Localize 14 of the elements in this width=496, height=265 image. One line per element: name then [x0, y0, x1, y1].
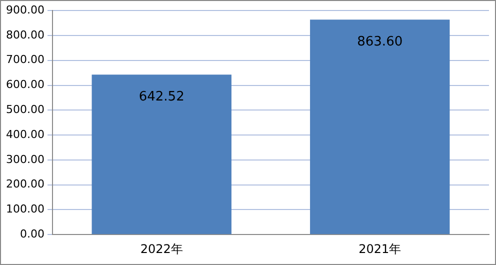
y-tick-label: 800.00: [6, 28, 44, 42]
y-tick-label: 500.00: [6, 103, 44, 116]
y-tick-label: 600.00: [6, 78, 44, 92]
y-tick-label: 300.00: [6, 152, 44, 166]
y-tick-label: 900.00: [6, 3, 44, 16]
y-tick-label: 100.00: [6, 202, 44, 216]
y-tick-label: 700.00: [6, 53, 44, 66]
y-tick-label: 400.00: [6, 128, 44, 141]
x-tick-label: 2021年: [358, 242, 402, 256]
y-tick-label: 200.00: [6, 178, 44, 191]
y-tick-label: 0.00: [20, 227, 44, 240]
data-label: 863.60: [357, 34, 403, 50]
x-tick-label: 2022年: [140, 242, 183, 256]
data-label: 642.52: [138, 90, 184, 105]
